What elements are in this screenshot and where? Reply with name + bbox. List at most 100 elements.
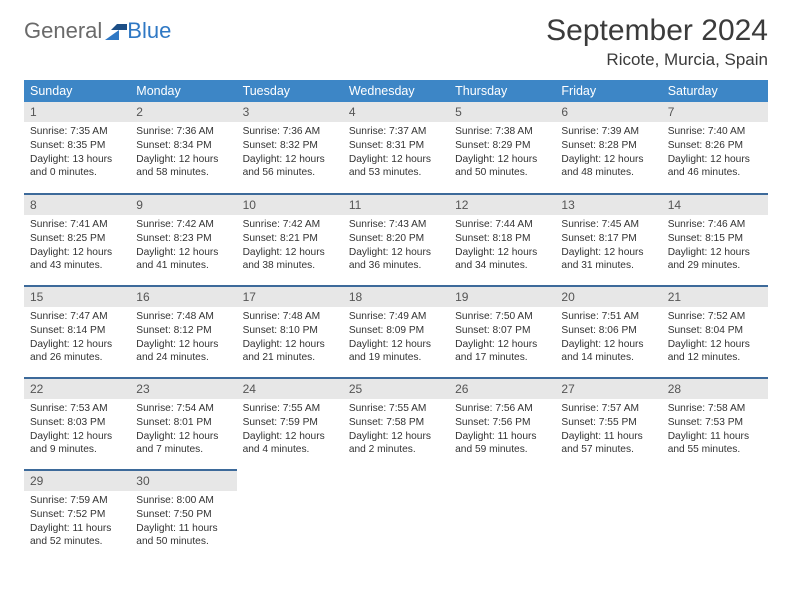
- day-dl2: and 2 minutes.: [349, 443, 443, 457]
- day-dl2: and 57 minutes.: [561, 443, 655, 457]
- day-dl2: and 21 minutes.: [243, 351, 337, 365]
- day-ss: Sunset: 7:55 PM: [561, 416, 655, 430]
- calendar-day-cell: 23Sunrise: 7:54 AMSunset: 8:01 PMDayligh…: [130, 378, 236, 470]
- day-sr: Sunrise: 8:00 AM: [136, 494, 230, 508]
- day-dl1: Daylight: 12 hours: [349, 338, 443, 352]
- day-sr: Sunrise: 7:36 AM: [136, 125, 230, 139]
- day-dl1: Daylight: 12 hours: [668, 153, 762, 167]
- day-ss: Sunset: 8:23 PM: [136, 232, 230, 246]
- calendar-day-cell: 21Sunrise: 7:52 AMSunset: 8:04 PMDayligh…: [662, 286, 768, 378]
- day-sr: Sunrise: 7:52 AM: [668, 310, 762, 324]
- calendar-day-cell: 18Sunrise: 7:49 AMSunset: 8:09 PMDayligh…: [343, 286, 449, 378]
- page-header: General Blue September 2024 Ricote, Murc…: [24, 14, 768, 70]
- day-sr: Sunrise: 7:37 AM: [349, 125, 443, 139]
- day-dl1: Daylight: 12 hours: [30, 246, 124, 260]
- weekday-header: Thursday: [449, 80, 555, 102]
- weekday-header: Sunday: [24, 80, 130, 102]
- day-sr: Sunrise: 7:36 AM: [243, 125, 337, 139]
- calendar-day-cell: 14Sunrise: 7:46 AMSunset: 8:15 PMDayligh…: [662, 194, 768, 286]
- weekday-header: Saturday: [662, 80, 768, 102]
- day-dl1: Daylight: 12 hours: [136, 430, 230, 444]
- day-dl1: Daylight: 11 hours: [136, 522, 230, 536]
- calendar-day-cell: 29 Sunrise: 7:59 AMSunset: 7:52 PMDayligh…: [24, 470, 130, 562]
- day-sr: Sunrise: 7:54 AM: [136, 402, 230, 416]
- calendar-day-cell: 16Sunrise: 7:48 AMSunset: 8:12 PMDayligh…: [130, 286, 236, 378]
- day-number: 7: [662, 102, 768, 122]
- day-sr: Sunrise: 7:51 AM: [561, 310, 655, 324]
- calendar-day-cell: [237, 470, 343, 562]
- day-number: 15: [24, 287, 130, 307]
- day-dl2: and 56 minutes.: [243, 166, 337, 180]
- day-ss: Sunset: 8:29 PM: [455, 139, 549, 153]
- day-dl2: and 50 minutes.: [136, 535, 230, 549]
- day-number: 6: [555, 102, 661, 122]
- day-dl1: Daylight: 12 hours: [349, 430, 443, 444]
- day-ss: Sunset: 7:53 PM: [668, 416, 762, 430]
- calendar-week-row: 1Sunrise: 7:35 AMSunset: 8:35 PMDaylight…: [24, 102, 768, 194]
- day-sr: Sunrise: 7:59 AM: [30, 494, 124, 508]
- day-ss: Sunset: 7:50 PM: [136, 508, 230, 522]
- day-number: 12: [449, 195, 555, 215]
- day-dl2: and 17 minutes.: [455, 351, 549, 365]
- month-title: September 2024: [546, 14, 768, 48]
- day-number: 14: [662, 195, 768, 215]
- calendar-day-cell: 8Sunrise: 7:41 AMSunset: 8:25 PMDaylight…: [24, 194, 130, 286]
- day-ss: Sunset: 8:28 PM: [561, 139, 655, 153]
- calendar-day-cell: [662, 470, 768, 562]
- day-ss: Sunset: 8:12 PM: [136, 324, 230, 338]
- day-ss: Sunset: 8:25 PM: [30, 232, 124, 246]
- day-dl2: and 52 minutes.: [30, 535, 124, 549]
- location-label: Ricote, Murcia, Spain: [546, 50, 768, 70]
- calendar-day-cell: 24Sunrise: 7:55 AMSunset: 7:59 PMDayligh…: [237, 378, 343, 470]
- day-dl2: and 29 minutes.: [668, 259, 762, 273]
- title-block: September 2024 Ricote, Murcia, Spain: [546, 14, 768, 70]
- brand-part2: Blue: [127, 18, 171, 44]
- day-dl2: and 0 minutes.: [30, 166, 124, 180]
- day-sr: Sunrise: 7:57 AM: [561, 402, 655, 416]
- calendar-day-cell: 28Sunrise: 7:58 AMSunset: 7:53 PMDayligh…: [662, 378, 768, 470]
- day-dl2: and 36 minutes.: [349, 259, 443, 273]
- day-dl2: and 4 minutes.: [243, 443, 337, 457]
- calendar-week-row: 8Sunrise: 7:41 AMSunset: 8:25 PMDaylight…: [24, 194, 768, 286]
- calendar-day-cell: 2Sunrise: 7:36 AMSunset: 8:34 PMDaylight…: [130, 102, 236, 194]
- day-number: 17: [237, 287, 343, 307]
- day-number: 3: [237, 102, 343, 122]
- calendar-day-cell: 12Sunrise: 7:44 AMSunset: 8:18 PMDayligh…: [449, 194, 555, 286]
- day-dl1: Daylight: 12 hours: [136, 246, 230, 260]
- weekday-header: Wednesday: [343, 80, 449, 102]
- day-ss: Sunset: 8:18 PM: [455, 232, 549, 246]
- day-dl2: and 26 minutes.: [30, 351, 124, 365]
- day-dl2: and 58 minutes.: [136, 166, 230, 180]
- calendar-day-cell: [555, 470, 661, 562]
- day-sr: Sunrise: 7:55 AM: [349, 402, 443, 416]
- day-dl1: Daylight: 12 hours: [561, 246, 655, 260]
- day-ss: Sunset: 8:32 PM: [243, 139, 337, 153]
- calendar-day-cell: 6Sunrise: 7:39 AMSunset: 8:28 PMDaylight…: [555, 102, 661, 194]
- day-dl1: Daylight: 12 hours: [30, 430, 124, 444]
- day-dl2: and 14 minutes.: [561, 351, 655, 365]
- day-dl2: and 59 minutes.: [455, 443, 549, 457]
- calendar-day-cell: 10Sunrise: 7:42 AMSunset: 8:21 PMDayligh…: [237, 194, 343, 286]
- day-dl1: Daylight: 11 hours: [30, 522, 124, 536]
- calendar-day-cell: 4Sunrise: 7:37 AMSunset: 8:31 PMDaylight…: [343, 102, 449, 194]
- day-dl2: and 46 minutes.: [668, 166, 762, 180]
- day-ss: Sunset: 7:58 PM: [349, 416, 443, 430]
- day-dl1: Daylight: 12 hours: [668, 246, 762, 260]
- day-sr: Sunrise: 7:47 AM: [30, 310, 124, 324]
- calendar-day-cell: 15Sunrise: 7:47 AMSunset: 8:14 PMDayligh…: [24, 286, 130, 378]
- day-ss: Sunset: 7:52 PM: [30, 508, 124, 522]
- day-ss: Sunset: 7:56 PM: [455, 416, 549, 430]
- day-sr: Sunrise: 7:49 AM: [349, 310, 443, 324]
- day-number: 11: [343, 195, 449, 215]
- day-ss: Sunset: 8:34 PM: [136, 139, 230, 153]
- day-number: 29: [24, 471, 130, 491]
- calendar-week-row: 22Sunrise: 7:53 AMSunset: 8:03 PMDayligh…: [24, 378, 768, 470]
- day-number: 16: [130, 287, 236, 307]
- day-dl2: and 9 minutes.: [30, 443, 124, 457]
- calendar-week-row: 15Sunrise: 7:47 AMSunset: 8:14 PMDayligh…: [24, 286, 768, 378]
- day-number: 22: [24, 379, 130, 399]
- day-dl2: and 19 minutes.: [349, 351, 443, 365]
- brand-logo: General Blue: [24, 14, 171, 44]
- day-ss: Sunset: 8:31 PM: [349, 139, 443, 153]
- day-dl2: and 50 minutes.: [455, 166, 549, 180]
